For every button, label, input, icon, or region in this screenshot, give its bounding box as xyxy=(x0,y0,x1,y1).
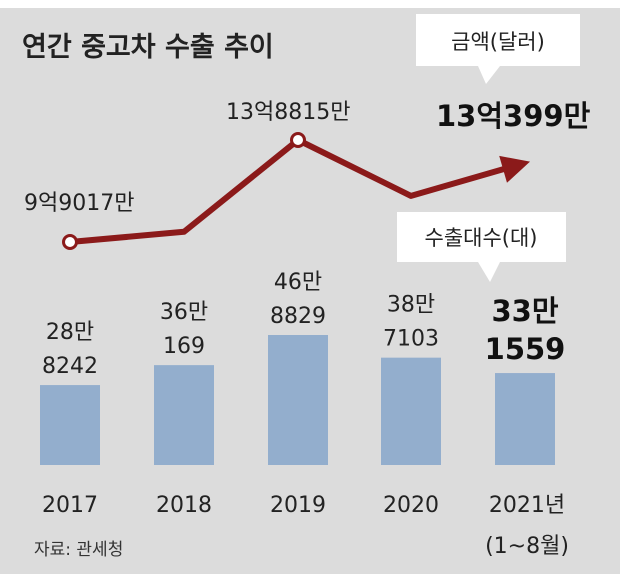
bar-label-2021-1: 33만 xyxy=(491,294,558,328)
bars-group xyxy=(40,335,555,465)
bar-label-2017-2: 8242 xyxy=(42,354,98,379)
x-tick-2020: 2020 xyxy=(383,493,439,518)
bar-label-2020-1: 38만 xyxy=(387,293,435,318)
x-tick-note: (1~8월) xyxy=(485,534,569,559)
bar-2017 xyxy=(40,385,100,465)
bar-label-2019-1: 46만 xyxy=(274,270,322,295)
amount-label-2021: 13억399만 xyxy=(436,99,591,133)
bar-label-2018-1: 36만 xyxy=(160,300,208,325)
amount-callout-box xyxy=(416,14,580,84)
amount-line-group: 9억9017만 13억8815만 13억399만 xyxy=(24,99,591,250)
bar-labels-group: 28만 8242 36만 169 46만 8829 38만 7103 33만 1559 xyxy=(42,270,565,379)
x-tick-2018: 2018 xyxy=(156,493,212,518)
units-legend-label: 수출대수(대) xyxy=(425,226,538,250)
bar-2018 xyxy=(154,365,214,465)
bar-label-2018-2: 169 xyxy=(163,334,205,359)
amount-marker-2019 xyxy=(290,132,306,148)
bar-2020 xyxy=(381,357,441,465)
x-ticks-group: 2017 2018 2019 2020 2021년 xyxy=(42,493,565,518)
amount-legend-label: 금액(달러) xyxy=(451,30,545,54)
amount-marker-2017 xyxy=(62,234,78,250)
bar-label-2017-1: 28만 xyxy=(46,320,94,345)
x-tick-2021: 2021년 xyxy=(489,493,565,518)
bar-label-2021-2: 1559 xyxy=(485,332,566,366)
bar-label-2019-2: 8829 xyxy=(270,304,326,329)
amount-line-arrowhead xyxy=(499,155,530,183)
chart-title: 연간 중고차 수출 추이 xyxy=(22,32,274,63)
source-note: 자료: 관세청 xyxy=(34,540,123,560)
bar-2019 xyxy=(268,335,328,465)
units-callout-box xyxy=(397,212,566,282)
units-legend-callout: 수출대수(대) xyxy=(397,212,566,282)
x-tick-2019: 2019 xyxy=(270,493,326,518)
amount-label-2017: 9억9017만 xyxy=(24,191,134,216)
bar-label-2020-2: 7103 xyxy=(383,327,439,352)
x-tick-2017: 2017 xyxy=(42,493,98,518)
amount-legend-callout: 금액(달러) xyxy=(416,14,580,84)
bar-2021 xyxy=(495,373,555,465)
amount-label-2019: 13억8815만 xyxy=(226,100,350,125)
